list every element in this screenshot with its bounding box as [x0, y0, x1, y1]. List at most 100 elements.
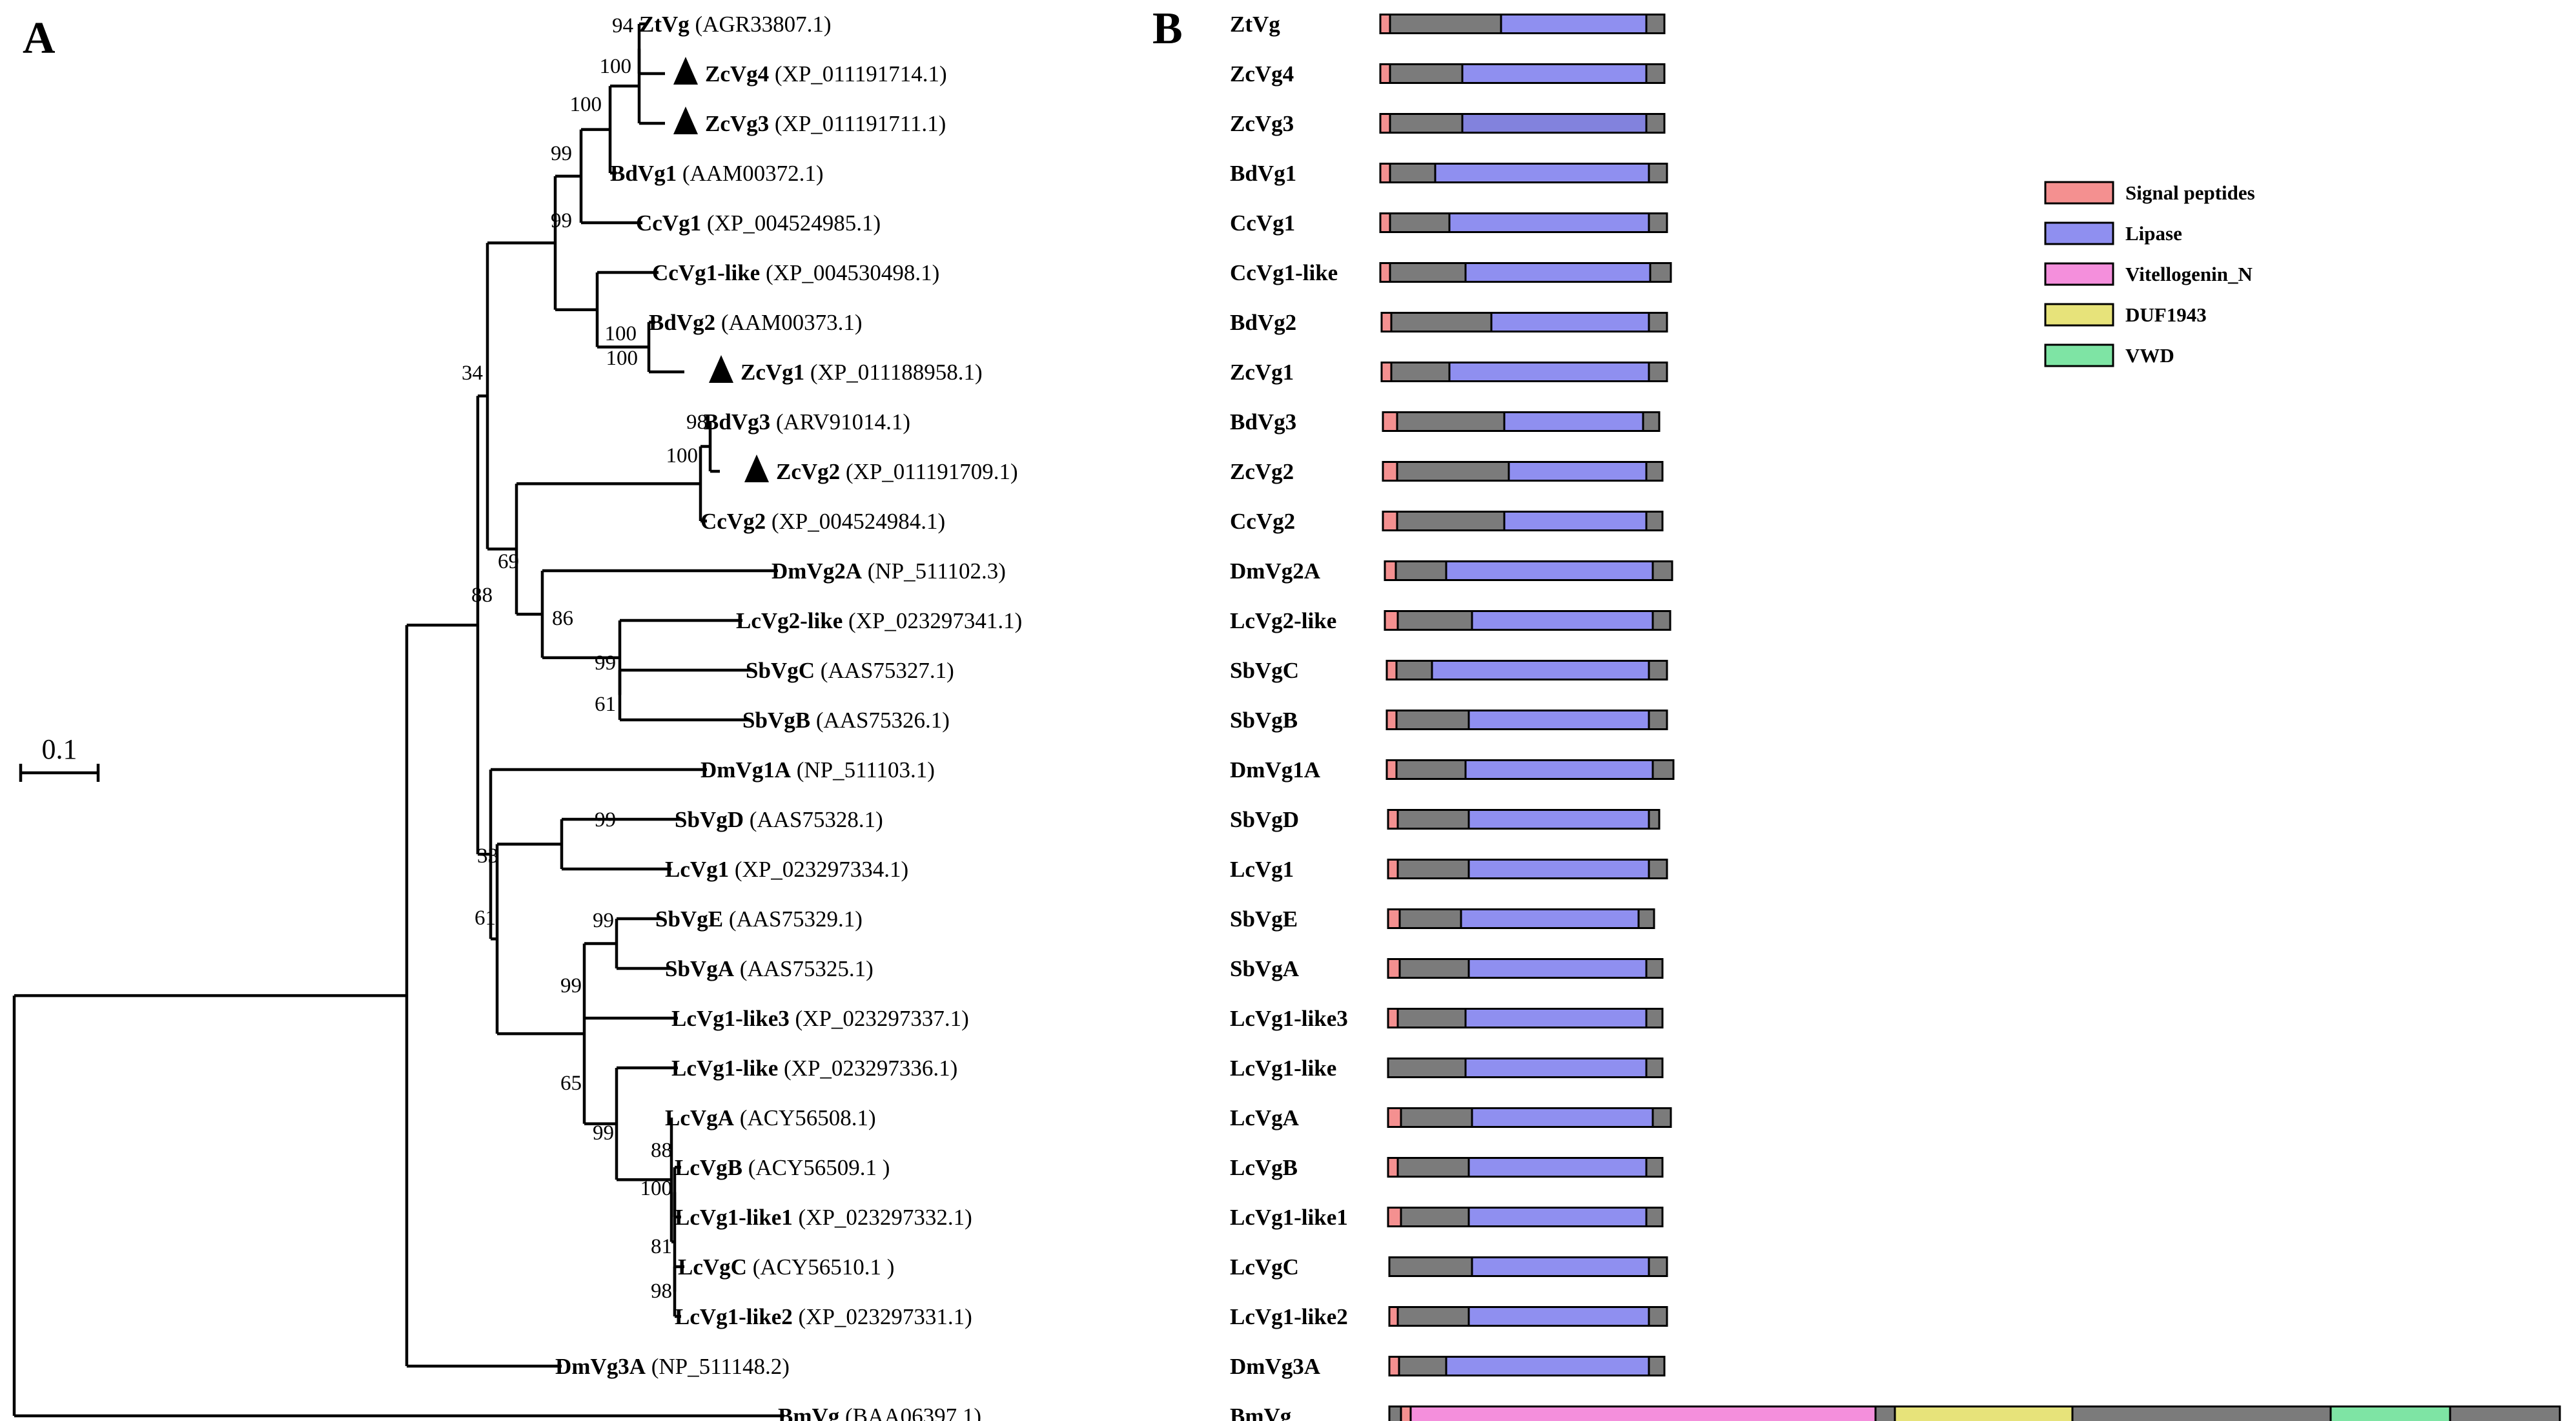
non-domain-segment — [1645, 14, 1666, 34]
bootstrap-value: 99 — [595, 808, 616, 832]
non-domain-segment — [1648, 1356, 1666, 1376]
domain-row-label: BdVg2 — [1230, 310, 1296, 335]
lipase-domain-segment — [1467, 710, 1650, 730]
non-domain-segment — [1651, 759, 1675, 780]
vwd-domain-segment — [2329, 1406, 2451, 1421]
tree-tip-label: LcVg1 (XP_023297334.1) — [665, 857, 908, 882]
lipase-domain-segment — [1467, 809, 1650, 830]
signal-peptide-segment — [1379, 163, 1391, 183]
signal-peptide-segment — [1387, 1157, 1399, 1178]
vitellogenin-n-domain-segment — [1409, 1406, 1877, 1421]
domain-row-label: ZcVg1 — [1230, 360, 1294, 385]
signal-peptide-segment — [1385, 660, 1398, 680]
tree-tip-label: ZtVg (AGR33807.1) — [639, 12, 832, 37]
domain-row-label: LcVgA — [1230, 1105, 1300, 1130]
legend-swatch-duf — [2044, 303, 2114, 327]
signal-peptide-segment — [1385, 710, 1398, 730]
signal-peptide-segment — [1379, 14, 1391, 34]
tree-tip-label: ZcVg1 (XP_011188958.1) — [741, 360, 983, 385]
bootstrap-value: 100 — [666, 444, 699, 467]
non-domain-segment — [1645, 1058, 1664, 1078]
tree-tip-label: SbVgE (AAS75329.1) — [655, 906, 863, 932]
signal-peptide-segment — [1388, 1356, 1400, 1376]
lipase-domain-segment — [1467, 859, 1650, 879]
non-domain-segment — [1645, 511, 1664, 531]
lipase-domain-segment — [1464, 262, 1651, 283]
signal-peptide-segment — [1387, 859, 1399, 879]
tree-tip-label: CcVg1 (XP_004524985.1) — [636, 210, 881, 236]
domain-row-label: CcVg2 — [1230, 509, 1295, 534]
signal-peptide-segment — [1385, 759, 1398, 780]
tree-tip-label: DmVg2A (NP_511102.3) — [772, 558, 1006, 584]
non-domain-segment — [1396, 1157, 1470, 1178]
non-domain-segment — [1648, 859, 1668, 879]
lipase-domain-segment — [1503, 511, 1648, 531]
tree-tip-label: LcVg1-like (XP_023297336.1) — [671, 1056, 957, 1081]
non-domain-segment — [1648, 312, 1668, 332]
lipase-domain-segment — [1448, 212, 1650, 233]
lipase-domain-segment — [1467, 958, 1648, 979]
non-domain-segment — [1396, 610, 1473, 631]
lipase-domain-segment — [1445, 1356, 1650, 1376]
bootstrap-value: 61 — [475, 906, 496, 930]
domain-row-label: ZcVg2 — [1230, 459, 1294, 484]
non-domain-segment — [1396, 411, 1506, 432]
bootstrap-value: 99 — [551, 142, 572, 165]
domain-row-label: LcVg1-like2 — [1230, 1304, 1348, 1329]
domain-row-label: SbVgE — [1230, 906, 1298, 932]
non-domain-segment — [1400, 1207, 1470, 1227]
signal-peptide-segment — [1384, 610, 1399, 631]
tree-tip-label: BmVg (BAA06397.1) — [778, 1404, 981, 1421]
bootstrap-value: 100 — [640, 1177, 673, 1200]
domain-row-label: SbVgC — [1230, 658, 1299, 683]
non-domain-segment — [1389, 113, 1464, 134]
tree-branches — [12, 22, 784, 1418]
tree-tip-label: SbVgB (AAS75326.1) — [742, 708, 950, 733]
non-domain-segment — [1645, 63, 1666, 84]
non-domain-segment — [1648, 212, 1668, 233]
bootstrap-value: 98 — [651, 1280, 672, 1303]
non-domain-segment — [1645, 113, 1666, 134]
legend-swatch-signal — [2044, 181, 2114, 205]
domain-architecture-bars — [1379, 14, 2561, 1421]
non-domain-segment — [1649, 262, 1672, 283]
legend-swatch-vitello — [2044, 262, 2114, 286]
tree-tip-label: CcVg1-like (XP_004530498.1) — [652, 260, 939, 285]
non-domain-segment — [1395, 560, 1447, 581]
tree-tip-label: BdVg2 (AAM00373.1) — [649, 310, 863, 335]
tree-tip-label: DmVg3A (NP_511148.2) — [555, 1354, 790, 1379]
non-domain-segment — [1645, 1008, 1664, 1028]
signal-peptide-segment — [1388, 1306, 1399, 1327]
lipase-domain-segment — [1445, 560, 1654, 581]
tree-tip-label: LcVgC (ACY56510.1 ) — [678, 1254, 894, 1280]
non-domain-segment — [1396, 461, 1510, 482]
tree-tip-label: BdVg3 (ARV91014.1) — [704, 409, 910, 434]
bootstrap-value: 65 — [560, 1072, 582, 1095]
signal-peptide-segment — [1379, 262, 1391, 283]
non-domain-segment — [1645, 958, 1664, 979]
lipase-domain-segment — [1467, 1207, 1648, 1227]
domain-row-label: SbVgD — [1230, 807, 1299, 832]
lipase-domain-segment — [1461, 63, 1648, 84]
domain-row-label: DmVg1A — [1230, 757, 1321, 782]
tree-tip-label: CcVg2 (XP_004524984.1) — [700, 509, 945, 534]
bootstrap-value: 86 — [552, 607, 573, 630]
signal-peptide-segment — [1382, 461, 1398, 482]
lipase-domain-segment — [1431, 660, 1650, 680]
non-domain-segment — [1395, 660, 1433, 680]
domain-row-label: LcVgC — [1230, 1254, 1299, 1280]
marked-triangle-icon — [673, 57, 698, 85]
signal-peptide-segment — [1380, 312, 1393, 332]
bootstrap-value: 99 — [560, 974, 582, 997]
signal-peptide-segment — [1382, 411, 1398, 432]
domain-row-label: ZcVg3 — [1230, 111, 1294, 136]
tree-tip-label: SbVgC (AAS75327.1) — [746, 658, 954, 683]
tree-tip-label: BdVg1 (AAM00372.1) — [610, 161, 824, 186]
lipase-domain-segment — [1467, 1306, 1650, 1327]
non-domain-segment — [1396, 511, 1506, 531]
non-domain-segment — [1645, 1207, 1664, 1227]
domain-row-label: SbVgA — [1230, 956, 1300, 981]
non-domain-segment — [1389, 262, 1467, 283]
lipase-domain-segment — [1460, 908, 1640, 929]
marked-triangle-icon — [709, 355, 733, 383]
